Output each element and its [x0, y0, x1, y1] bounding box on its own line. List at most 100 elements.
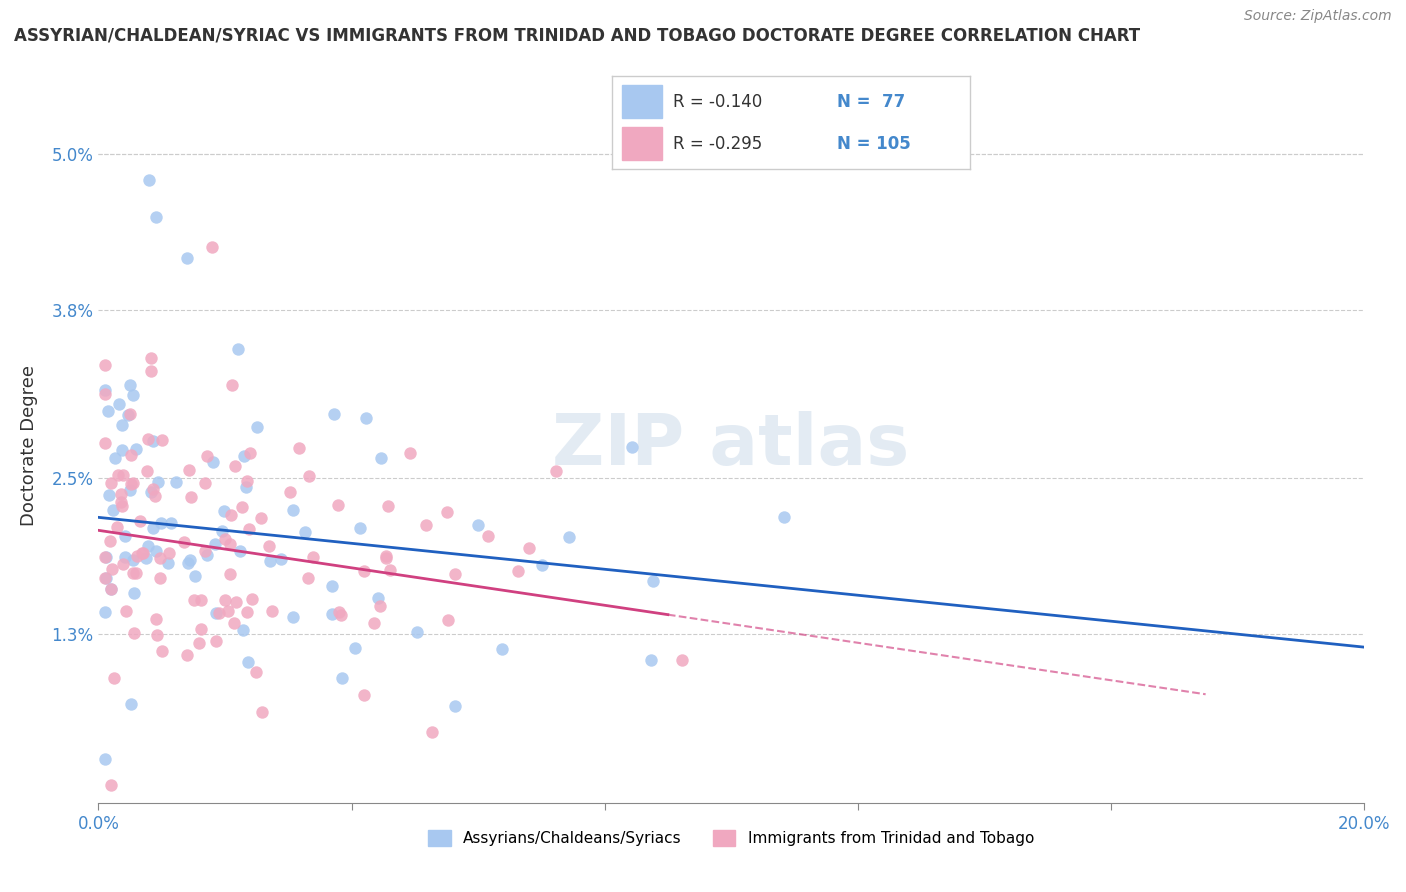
Point	[145, 612, 167, 626]
Point	[531, 558, 554, 572]
Point	[620, 441, 643, 455]
Point	[640, 653, 662, 667]
Point	[131, 545, 153, 559]
Point	[110, 487, 132, 501]
Point	[194, 543, 217, 558]
Point	[136, 432, 159, 446]
Point	[110, 495, 132, 509]
Point	[104, 450, 127, 465]
Point	[111, 499, 134, 513]
Point	[208, 606, 231, 620]
Point	[122, 553, 145, 567]
Point	[354, 411, 377, 425]
Point	[278, 485, 301, 500]
Point	[142, 482, 165, 496]
Point	[93, 752, 117, 766]
Point	[226, 342, 249, 356]
Point	[323, 407, 346, 421]
Point	[107, 467, 129, 482]
Point	[321, 607, 343, 622]
Text: R = -0.295: R = -0.295	[672, 136, 762, 153]
Point	[120, 483, 142, 497]
Point	[176, 251, 198, 265]
Point	[363, 615, 385, 630]
Point	[115, 604, 138, 618]
Point	[122, 625, 145, 640]
Point	[114, 529, 136, 543]
Point	[214, 592, 236, 607]
Point	[491, 641, 513, 656]
Point	[436, 613, 458, 627]
Point	[100, 777, 122, 791]
Point	[517, 541, 540, 556]
Point	[135, 464, 157, 478]
Point	[405, 624, 427, 639]
Point	[283, 503, 305, 517]
Point	[238, 522, 260, 536]
Point	[326, 499, 349, 513]
Point	[415, 518, 437, 533]
Point	[127, 549, 149, 563]
Point	[221, 378, 243, 392]
Point	[142, 434, 165, 448]
Point	[235, 480, 257, 494]
Point	[145, 544, 167, 558]
Point	[288, 441, 311, 455]
Point	[149, 571, 172, 585]
Point	[343, 641, 366, 656]
Point	[117, 408, 139, 422]
Point	[143, 489, 166, 503]
Point	[200, 240, 222, 254]
Point	[328, 605, 350, 619]
Point	[773, 510, 796, 524]
Point	[125, 566, 148, 580]
Text: ASSYRIAN/CHALDEAN/SYRIAC VS IMMIGRANTS FROM TRINIDAD AND TOBAGO DOCTORATE DEGREE: ASSYRIAN/CHALDEAN/SYRIAC VS IMMIGRANTS F…	[14, 27, 1140, 45]
Point	[142, 521, 165, 535]
Point	[101, 562, 124, 576]
Point	[97, 404, 120, 418]
Point	[188, 636, 211, 650]
Point	[93, 387, 117, 401]
Point	[224, 458, 246, 473]
Point	[93, 384, 117, 398]
Point	[122, 585, 145, 599]
Point	[93, 435, 117, 450]
Point	[204, 537, 226, 551]
Point	[321, 579, 343, 593]
Point	[252, 705, 274, 719]
Point	[262, 604, 284, 618]
Point	[443, 698, 465, 713]
Point	[330, 671, 353, 685]
Point	[111, 443, 134, 458]
Point	[232, 450, 254, 464]
Point	[281, 610, 304, 624]
Point	[135, 551, 157, 566]
Point	[420, 724, 443, 739]
Point	[477, 529, 499, 543]
Point	[176, 648, 198, 663]
Point	[349, 521, 371, 535]
Point	[249, 511, 271, 525]
Point	[375, 549, 398, 563]
Point	[183, 593, 205, 607]
Point	[370, 450, 392, 465]
Point	[100, 476, 122, 491]
Point	[173, 535, 195, 549]
Text: N = 105: N = 105	[838, 136, 911, 153]
Point	[368, 599, 391, 614]
Point	[150, 433, 173, 447]
Point	[641, 574, 664, 588]
Point	[218, 537, 240, 551]
Point	[177, 556, 200, 570]
Point	[217, 604, 239, 618]
Point	[122, 388, 145, 402]
Point	[101, 502, 124, 516]
Point	[211, 524, 233, 538]
Point	[194, 475, 217, 490]
Point	[105, 520, 128, 534]
Point	[558, 530, 581, 544]
Point	[138, 539, 160, 553]
Point	[93, 571, 117, 585]
Point	[367, 591, 389, 606]
Point	[436, 505, 458, 519]
